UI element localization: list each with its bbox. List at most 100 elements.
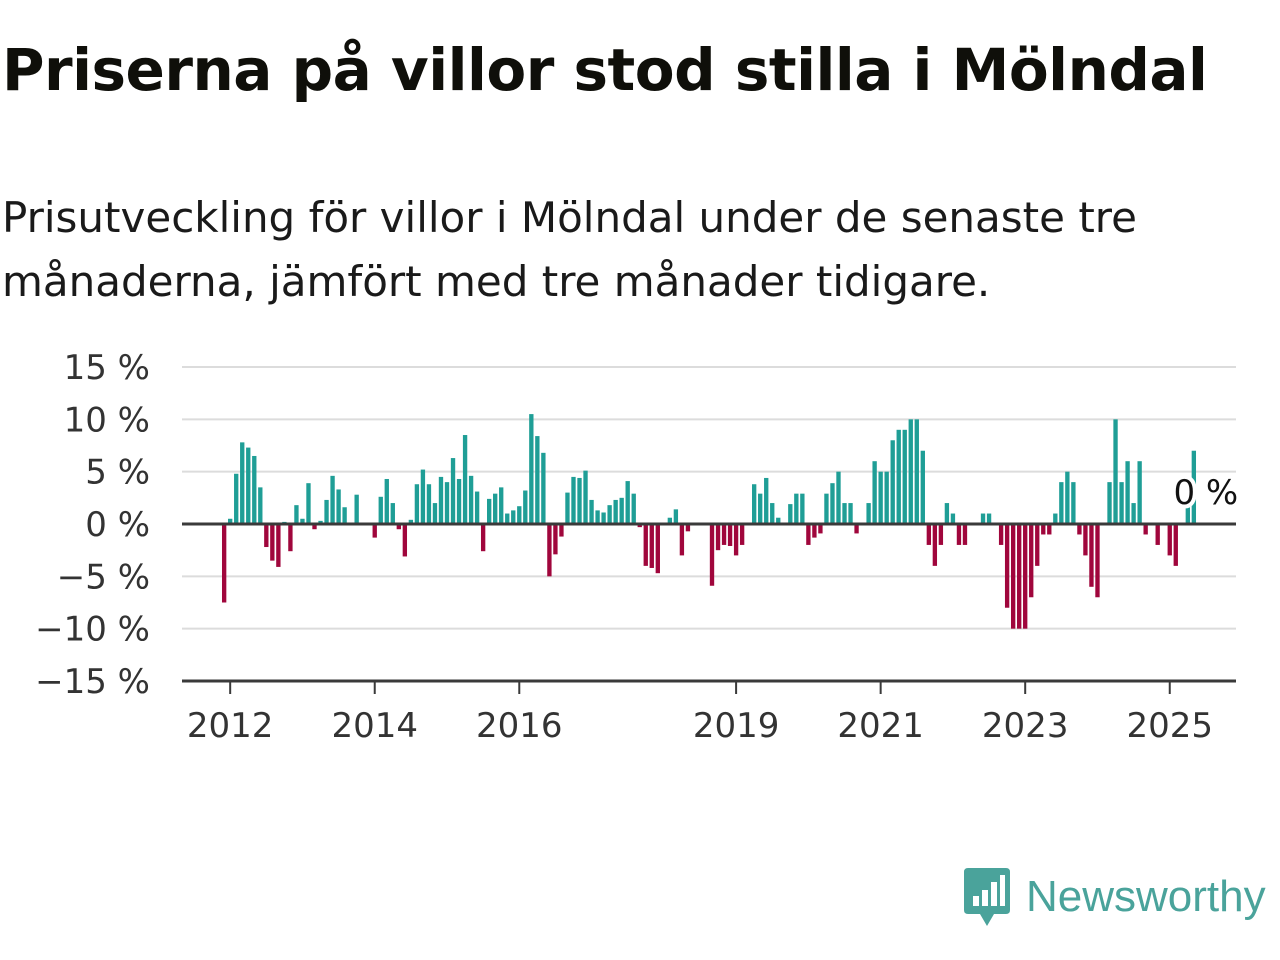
bar [1023,524,1028,629]
bar [842,503,847,524]
bar [770,503,775,524]
bars [221,414,1197,629]
bar [420,469,426,524]
bar [709,524,715,586]
grid-lines [182,366,1236,630]
bar [752,484,757,524]
bar [631,493,636,524]
bar [1137,461,1142,524]
bar [246,447,251,524]
bar [426,484,432,524]
bar [1089,524,1094,587]
bar [950,513,956,524]
bar [788,504,793,524]
bar [679,524,685,556]
bar [342,507,347,524]
bar [487,498,492,524]
annotations: 0 % [1169,469,1242,517]
bar [655,524,660,574]
bar [673,509,679,524]
bar [878,471,883,524]
bar [926,524,932,545]
bar [1083,524,1088,556]
y-tick-label: −15 % [35,662,150,702]
bar [541,452,546,524]
bar [1191,450,1197,524]
bar [776,517,781,524]
bar [1029,524,1034,598]
bar [1173,524,1178,566]
bar [938,524,944,545]
bar [727,524,733,546]
bar [529,414,534,524]
bar [1155,524,1160,545]
bar [396,524,401,530]
bar [312,524,317,530]
y-axis-ticks: 15 % 10 % 5 % 0 % −5 % −10 % −15 % [35,348,150,702]
bar [625,481,630,524]
bar [535,436,540,524]
bar [932,524,938,566]
bar [794,493,799,524]
x-tick-label: 2023 [982,706,1069,746]
bar [601,512,606,524]
bar [505,513,510,524]
bar [848,503,853,524]
bar [408,519,414,524]
x-tick-label: 2016 [476,706,563,746]
bar [595,510,600,524]
latest-value-label: 0 % [1173,473,1238,513]
bar [456,478,462,524]
bar [583,470,588,524]
bar [721,524,727,545]
bar [517,506,522,524]
bar [432,503,438,524]
bar [221,524,227,603]
bar [306,483,311,524]
bar [288,524,293,552]
bar [252,455,257,524]
bar [1167,524,1172,556]
bar [258,487,263,524]
bar [511,510,516,524]
bar-chart: 15 %10 %5 %0 %−5 %−10 %−15 % 2012 2014 201… [35,348,1242,746]
bar [234,473,239,524]
bar [474,491,480,524]
bar [318,520,323,524]
bar [715,524,721,551]
bar [830,483,835,524]
bar [637,524,642,528]
bar [866,503,871,524]
bar [649,524,654,568]
bar [908,419,913,524]
bar [390,503,395,524]
bar [300,518,305,524]
bar [1010,524,1016,629]
bar [739,524,745,545]
bar [884,471,889,524]
bar [956,524,962,545]
bar [836,471,841,524]
bar [589,499,594,524]
bar [920,450,925,524]
bar [324,499,329,524]
y-tick-label: −5 % [57,557,150,597]
bar [1113,419,1118,524]
bar [1004,524,1010,608]
bar [468,475,474,524]
bar [812,524,817,538]
bar [1077,524,1082,535]
y-tick-label: −10 % [35,610,150,650]
bar [1065,471,1070,524]
bar [276,524,281,567]
bar [962,524,968,545]
bar [824,493,829,524]
bar [1125,461,1130,524]
y-tick-label: 10 % [64,400,150,440]
bar [414,484,420,524]
bar [1017,524,1022,629]
bar [1185,503,1190,524]
bar [228,518,233,524]
bar [806,524,811,545]
bar [914,419,919,524]
